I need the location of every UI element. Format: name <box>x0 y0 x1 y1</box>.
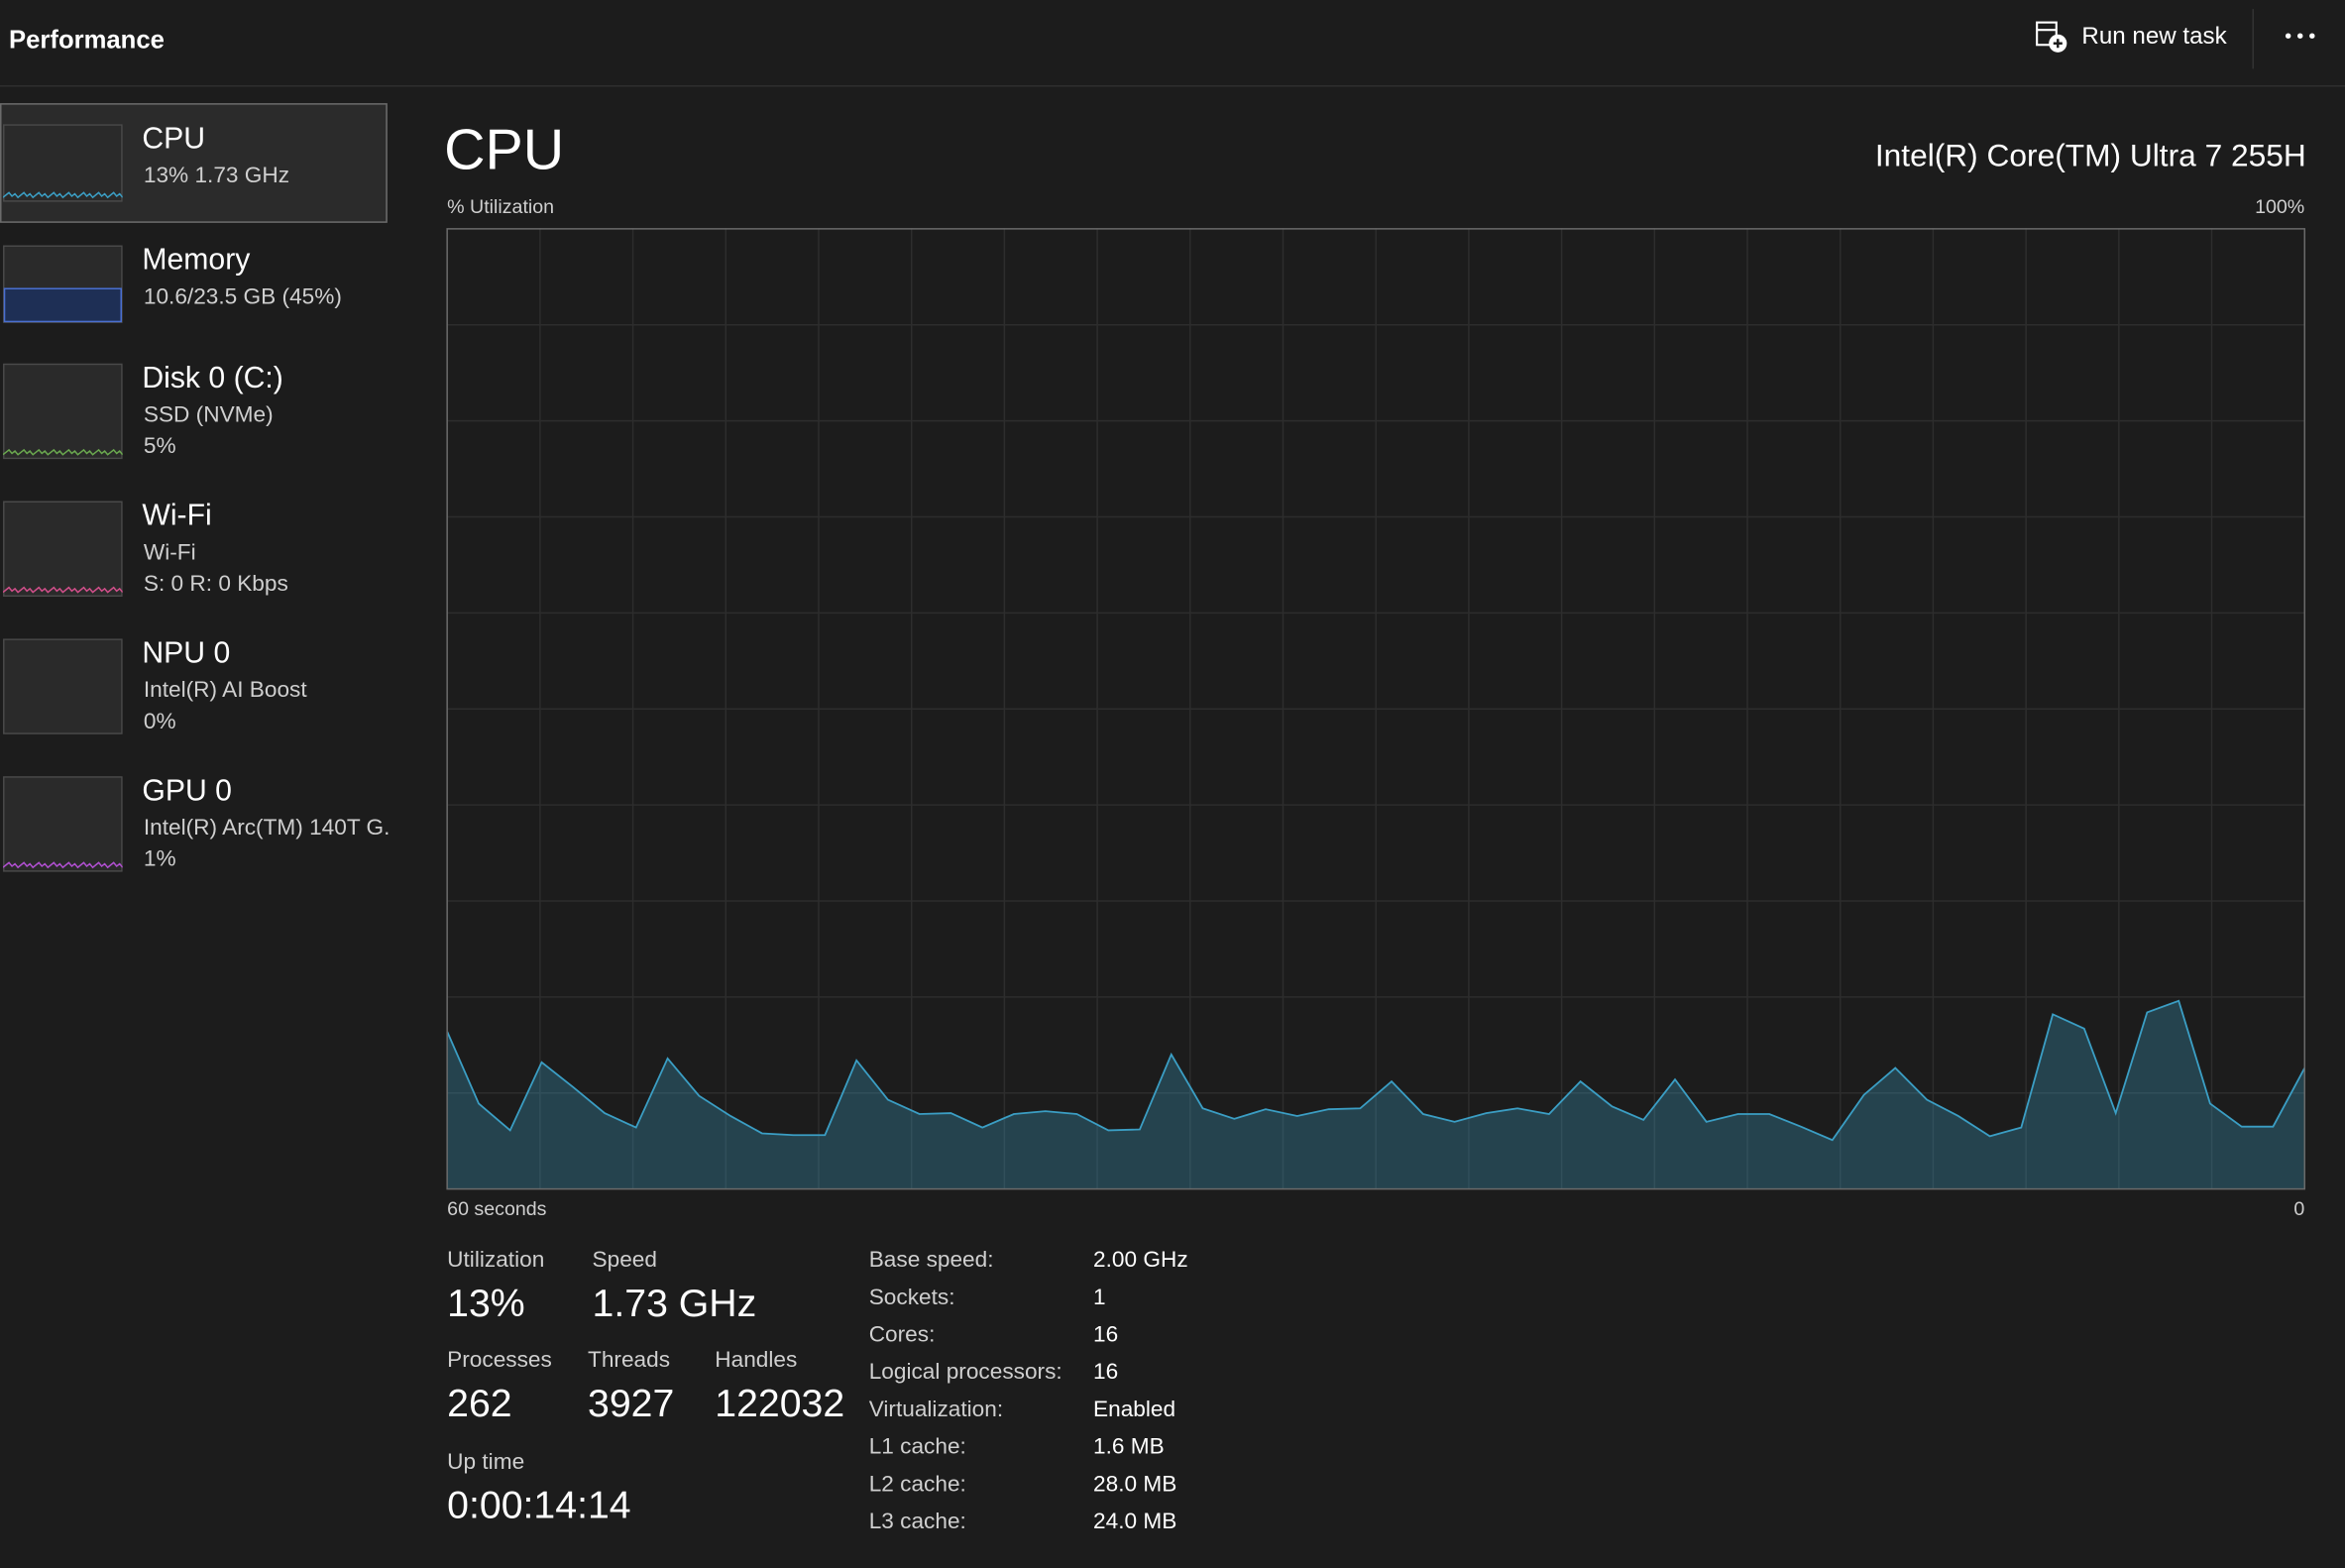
run-new-task[interactable]: Run new task <box>2081 24 2227 50</box>
thumb-line <box>3 861 123 869</box>
thumbnail <box>3 776 123 872</box>
stat-label: Threads <box>588 1347 671 1374</box>
thumbnail <box>3 501 123 598</box>
x-tick-label: 60 seconds <box>447 1198 546 1220</box>
more-button[interactable] <box>2283 27 2321 45</box>
y-axis-label: % Utilization <box>447 196 554 218</box>
thumbnail <box>3 638 123 734</box>
sidebar-detail: Intel(R) AI Boost <box>143 677 307 704</box>
sidebar-detail: 13% 1.73 GHz <box>143 163 290 189</box>
thumb-fill <box>3 287 122 323</box>
sidebar-detail: SSD (NVMe) <box>143 401 274 428</box>
spec-value: 2.00 GHz <box>1093 1247 1188 1274</box>
divider <box>2252 9 2254 69</box>
spec-value: Enabled <box>1093 1397 1176 1422</box>
sidebar-detail: S: 0 R: 0 Kbps <box>143 571 288 598</box>
thumbnail <box>3 245 123 323</box>
stat-value: 122032 <box>715 1380 845 1426</box>
spec-label: L2 cache: <box>868 1471 966 1498</box>
sidebar-detail: 1% <box>143 846 176 872</box>
panel-title: CPU <box>444 119 565 183</box>
stat-value: 0:00:14:14 <box>447 1482 631 1527</box>
sidebar-name: Memory <box>142 243 251 278</box>
stat-value: 13% <box>447 1280 525 1325</box>
spec-label: Virtualization: <box>868 1397 1004 1422</box>
thumb-line <box>3 586 123 594</box>
stat-value: 262 <box>447 1380 512 1426</box>
sidebar-name: Disk 0 (C:) <box>142 362 283 395</box>
x-tick-label: 0 <box>2293 1198 2304 1220</box>
thumb-box <box>3 501 123 598</box>
stat-value: 3927 <box>588 1380 675 1426</box>
sidebar-detail: 10.6/23.5 GB (45%) <box>143 283 342 310</box>
y-tick-label: 100% <box>2255 196 2304 218</box>
run-task-icon <box>2036 21 2067 53</box>
thumb-line <box>3 448 123 456</box>
thumb-line <box>3 191 123 199</box>
spec-value: 16 <box>1093 1321 1119 1348</box>
spec-label: Sockets: <box>868 1285 955 1310</box>
area-line <box>446 999 2306 1142</box>
stat-label: Speed <box>592 1247 657 1274</box>
sidebar-name: Wi-Fi <box>142 499 212 533</box>
cpu-model: Intel(R) Core(TM) Ultra 7 255H <box>1874 139 2306 174</box>
thumb-box <box>3 363 123 460</box>
spec-label: Base speed: <box>868 1247 994 1274</box>
spec-value: 16 <box>1093 1359 1119 1386</box>
spec-label: Cores: <box>868 1321 936 1348</box>
stat-label: Up time <box>447 1449 525 1475</box>
sidebar-name: CPU <box>142 122 206 156</box>
stat-label: Processes <box>447 1347 552 1374</box>
sidebar-name: GPU 0 <box>142 774 232 808</box>
spec-value: 1.6 MB <box>1093 1434 1165 1460</box>
thumbnail <box>3 124 123 202</box>
spec-value: 24.0 MB <box>1093 1509 1177 1535</box>
sidebar-name: NPU 0 <box>142 636 231 671</box>
stat-value: 1.73 GHz <box>592 1280 757 1325</box>
sidebar-detail: Wi-Fi <box>143 539 196 566</box>
sidebar-detail: 5% <box>143 433 176 460</box>
thumb-box <box>3 638 123 734</box>
sidebar-detail: 0% <box>143 709 176 734</box>
plot-border <box>446 228 2306 1190</box>
spec-label: L3 cache: <box>868 1509 966 1535</box>
thumb-box <box>3 124 123 202</box>
spec-value: 28.0 MB <box>1093 1471 1177 1498</box>
spec-label: L1 cache: <box>868 1434 966 1460</box>
thumb-box <box>3 776 123 872</box>
cpu-chart: % Utilization 100% 60 seconds 0 <box>446 196 2306 1220</box>
thumbnail <box>3 363 123 460</box>
header-border <box>0 85 2345 87</box>
spec-label: Logical processors: <box>868 1359 1062 1386</box>
spec-value: 1 <box>1093 1285 1106 1310</box>
page-title: Performance <box>9 25 165 55</box>
stat-label: Utilization <box>447 1247 545 1274</box>
stat-label: Handles <box>715 1347 798 1374</box>
sidebar-detail: Intel(R) Arc(TM) 140T G. <box>143 815 391 841</box>
